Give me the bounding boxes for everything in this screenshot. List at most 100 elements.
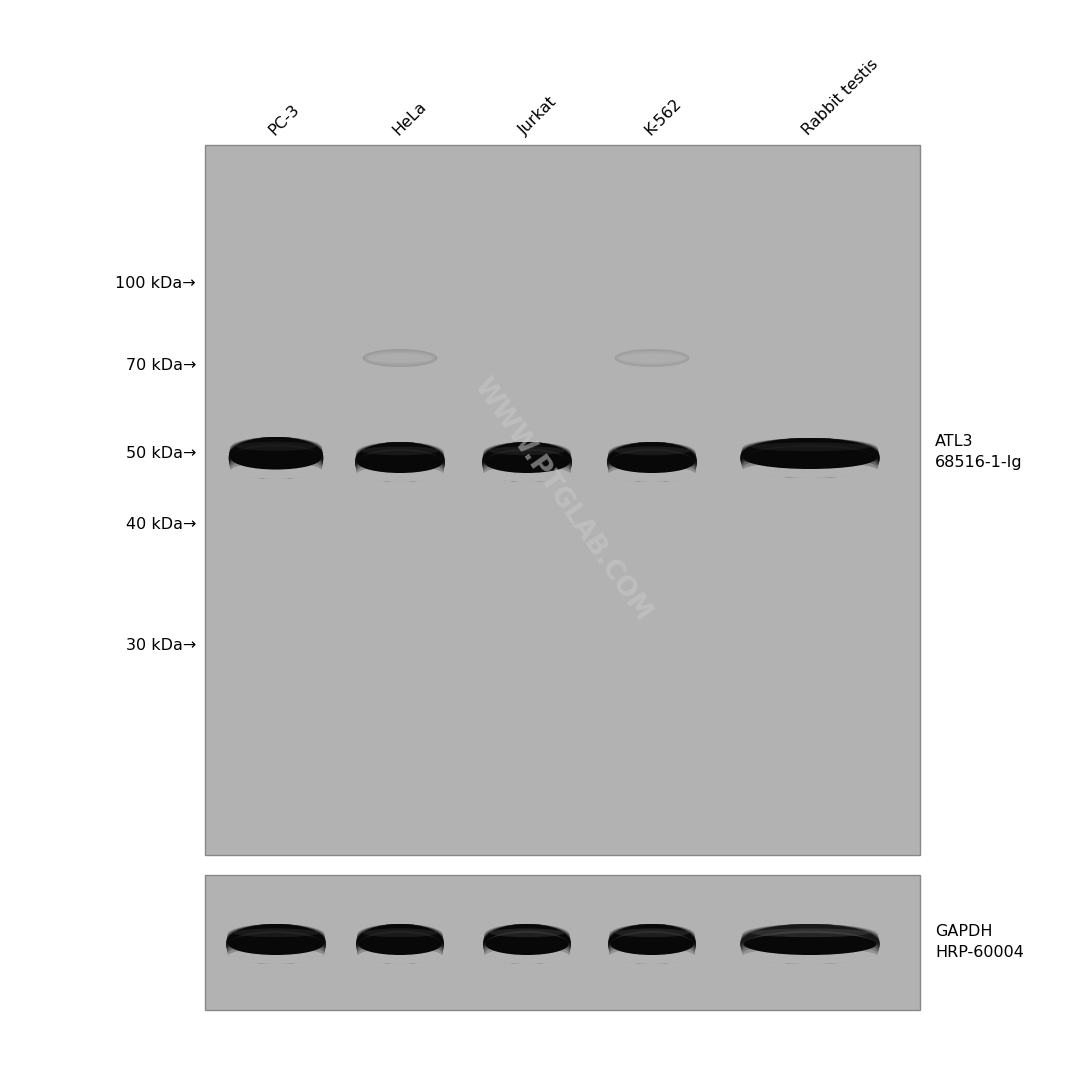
Ellipse shape	[485, 924, 570, 945]
Ellipse shape	[356, 924, 444, 953]
Ellipse shape	[355, 442, 445, 475]
Text: WWW.PTGLAB.COM: WWW.PTGLAB.COM	[468, 374, 656, 626]
Ellipse shape	[368, 353, 432, 362]
Ellipse shape	[227, 944, 324, 964]
Ellipse shape	[741, 438, 879, 472]
Ellipse shape	[609, 926, 696, 964]
Text: HeLa: HeLa	[390, 99, 429, 138]
Text: GAPDH
HRP-60004: GAPDH HRP-60004	[935, 924, 1024, 960]
Ellipse shape	[742, 453, 878, 478]
Ellipse shape	[743, 447, 877, 468]
Ellipse shape	[356, 466, 444, 482]
Ellipse shape	[620, 353, 684, 362]
Ellipse shape	[484, 930, 571, 964]
Ellipse shape	[742, 944, 878, 964]
Ellipse shape	[358, 924, 443, 940]
Ellipse shape	[482, 442, 572, 475]
Ellipse shape	[234, 928, 319, 937]
Ellipse shape	[610, 924, 695, 945]
Ellipse shape	[482, 442, 571, 471]
Ellipse shape	[229, 449, 323, 479]
Ellipse shape	[743, 924, 877, 940]
Ellipse shape	[358, 944, 443, 964]
Ellipse shape	[751, 928, 869, 937]
Ellipse shape	[485, 924, 570, 949]
Ellipse shape	[740, 440, 880, 478]
Ellipse shape	[358, 948, 443, 964]
Ellipse shape	[742, 458, 878, 478]
Ellipse shape	[740, 438, 880, 476]
Ellipse shape	[607, 449, 697, 482]
Ellipse shape	[484, 458, 571, 482]
Ellipse shape	[356, 442, 444, 462]
Ellipse shape	[485, 924, 570, 940]
Ellipse shape	[610, 948, 695, 964]
Ellipse shape	[229, 453, 322, 479]
Ellipse shape	[236, 441, 317, 451]
Ellipse shape	[363, 349, 437, 367]
Ellipse shape	[607, 442, 696, 471]
Ellipse shape	[609, 924, 695, 953]
Ellipse shape	[609, 935, 695, 964]
Ellipse shape	[227, 935, 325, 964]
Ellipse shape	[356, 935, 444, 964]
Ellipse shape	[484, 924, 570, 953]
Text: ATL3
68516-1-Ig: ATL3 68516-1-Ig	[935, 434, 1023, 470]
Bar	[205, 875, 920, 1010]
Ellipse shape	[363, 928, 437, 937]
Ellipse shape	[740, 924, 880, 962]
Ellipse shape	[615, 928, 689, 937]
Ellipse shape	[485, 948, 570, 964]
Ellipse shape	[365, 351, 435, 365]
Ellipse shape	[226, 924, 325, 958]
Ellipse shape	[607, 453, 696, 482]
Ellipse shape	[226, 926, 326, 964]
Ellipse shape	[742, 924, 878, 949]
Text: 40 kDa→: 40 kDa→	[126, 517, 196, 533]
Ellipse shape	[358, 924, 443, 945]
Ellipse shape	[356, 930, 444, 964]
Ellipse shape	[609, 442, 696, 462]
Ellipse shape	[484, 924, 571, 962]
Ellipse shape	[741, 930, 879, 964]
Text: 50 kDa→: 50 kDa→	[126, 447, 196, 461]
Ellipse shape	[228, 948, 324, 964]
Text: 100 kDa→: 100 kDa→	[115, 276, 196, 291]
Text: 70 kDa→: 70 kDa→	[126, 358, 196, 373]
Ellipse shape	[609, 442, 696, 466]
Ellipse shape	[742, 939, 878, 964]
Ellipse shape	[751, 442, 869, 451]
Ellipse shape	[358, 939, 443, 964]
Ellipse shape	[482, 442, 572, 479]
Ellipse shape	[226, 930, 325, 964]
Ellipse shape	[356, 924, 444, 962]
Ellipse shape	[610, 924, 695, 949]
Ellipse shape	[610, 944, 695, 964]
Ellipse shape	[228, 439, 323, 479]
Ellipse shape	[227, 924, 325, 953]
Ellipse shape	[741, 449, 879, 478]
Ellipse shape	[227, 924, 325, 949]
Ellipse shape	[611, 933, 694, 955]
Ellipse shape	[484, 935, 570, 964]
Ellipse shape	[489, 447, 565, 455]
Ellipse shape	[226, 924, 326, 962]
Ellipse shape	[356, 442, 444, 458]
Ellipse shape	[614, 447, 690, 455]
Ellipse shape	[490, 928, 564, 937]
Ellipse shape	[609, 930, 696, 964]
Ellipse shape	[609, 462, 696, 482]
Ellipse shape	[615, 349, 689, 367]
Ellipse shape	[609, 458, 696, 482]
Ellipse shape	[616, 350, 688, 366]
Ellipse shape	[609, 924, 696, 962]
Ellipse shape	[229, 437, 322, 463]
Ellipse shape	[741, 935, 879, 964]
Ellipse shape	[230, 437, 322, 453]
Ellipse shape	[741, 924, 879, 958]
Bar	[205, 145, 920, 855]
Ellipse shape	[229, 437, 323, 472]
Ellipse shape	[482, 445, 572, 482]
Ellipse shape	[484, 462, 571, 482]
Ellipse shape	[227, 924, 324, 945]
